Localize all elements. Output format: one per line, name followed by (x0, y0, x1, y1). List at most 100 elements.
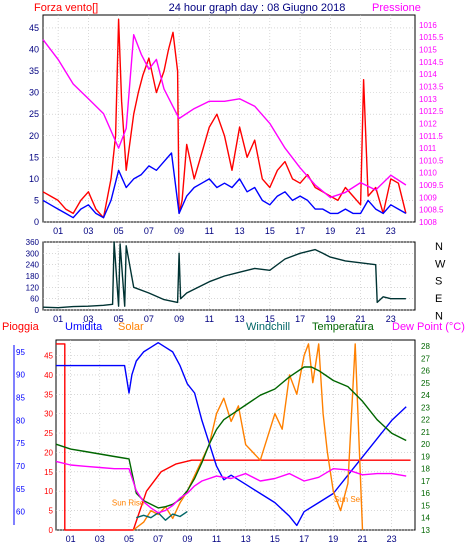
axis-labels-layer: 05101520253035404510081008.510091009.510… (13, 21, 446, 544)
bot-rain-tick-label: 40 (44, 371, 53, 380)
mid-x-tick-label: 11 (205, 314, 214, 324)
top-x-tick-label: 01 (53, 226, 63, 236)
bot-rain-tick-label: 45 (44, 352, 53, 361)
bot-dewpoint-line (55, 460, 407, 514)
bot-x-tick-label: 19 (328, 534, 338, 544)
mid-y-tick-label: 240 (26, 261, 40, 270)
compass-label: N (435, 310, 443, 322)
top-y-right-tick-label: 1016 (419, 21, 437, 30)
bot-temperature-line (55, 366, 407, 509)
legend-label: Dew Point (°C) (392, 321, 465, 333)
bot-temp-tick-label: 16 (421, 489, 430, 498)
mid-x-tick-label: 23 (386, 314, 396, 324)
mid-y-tick-label: 0 (35, 306, 40, 315)
top-x-tick-label: 05 (114, 226, 124, 236)
bot-humidity-tick-label: 75 (16, 439, 25, 448)
mid-x-tick-label: 21 (356, 314, 366, 324)
legend-label: Pioggia (2, 321, 40, 333)
bot-humidity-tick-label: 80 (16, 416, 25, 425)
top-y-left-tick-label: 30 (29, 88, 39, 98)
mid-x-tick-label: 07 (144, 314, 154, 324)
top-y-left-tick-label: 35 (29, 66, 39, 76)
legend-label: Temperatura (312, 321, 375, 333)
top-y-right-tick-label: 1015.5 (419, 33, 444, 42)
bot-temp-tick-label: 13 (421, 526, 430, 535)
bot-temp-tick-label: 18 (421, 465, 430, 474)
top-x-tick-label: 03 (83, 226, 93, 236)
bot-temp-tick-label: 21 (421, 428, 430, 437)
bot-temp-tick-label: 20 (421, 440, 430, 449)
bot-temp-tick-label: 26 (421, 367, 430, 376)
top-x-tick-label: 19 (325, 226, 335, 236)
bot-humidity-tick-label: 65 (16, 485, 25, 494)
bot-rain-line (56, 343, 411, 531)
bot-humidity-tick-label: 95 (16, 348, 25, 357)
bot-x-tick-label: 23 (387, 534, 397, 544)
bot-temp-tick-label: 19 (421, 452, 430, 461)
bot-rain-tick-label: 30 (44, 410, 53, 419)
bot-rain-tick-label: 25 (44, 429, 53, 438)
top-y-left-tick-label: 40 (29, 45, 39, 55)
bot-x-tick-label: 03 (95, 534, 105, 544)
top-y-right-tick-label: 1008 (419, 218, 437, 227)
bot-temp-tick-label: 24 (421, 391, 430, 400)
compass-label: S (435, 276, 442, 288)
legend-layer: Pioggia Umidita Solar Windchill Temperatura D… (2, 321, 465, 508)
top-y-left-tick-label: 5 (34, 195, 39, 205)
sun-rise-label: Sun Rise (112, 499, 145, 508)
top-x-tick-label: 09 (174, 226, 184, 236)
top-y-right-tick-label: 1009 (419, 193, 437, 202)
top-wind-line (42, 18, 407, 219)
top-y-right-tick-label: 1011 (419, 144, 437, 153)
top-y-right-tick-label: 1008.5 (419, 206, 444, 215)
top-y-left-tick-label: 15 (29, 152, 39, 162)
bot-temp-tick-label: 27 (421, 354, 430, 363)
top-x-tick-label: 17 (295, 226, 305, 236)
bot-x-tick-label: 07 (153, 534, 163, 544)
bot-temp-tick-label: 22 (421, 416, 430, 425)
mid-x-tick-label: 15 (265, 314, 275, 324)
bot-rain-tick-label: 15 (44, 468, 53, 477)
top-y-right-tick-label: 1013 (419, 95, 437, 104)
bot-temp-tick-label: 17 (421, 477, 430, 486)
bot-x-tick-label: 17 (299, 534, 309, 544)
top-panel-frame (42, 14, 416, 223)
top-x-tick-label: 13 (235, 226, 245, 236)
bot-x-tick-label: 01 (66, 534, 76, 544)
bot-temp-tick-label: 28 (421, 342, 430, 351)
mid-y-tick-label: 360 (26, 238, 40, 247)
bot-x-tick-label: 15 (270, 534, 280, 544)
bot-windchill-line (136, 511, 188, 521)
mid-x-tick-label: 13 (235, 314, 245, 324)
top-y-right-tick-label: 1010 (419, 169, 437, 178)
top-pressure-line (42, 34, 407, 199)
bot-temp-tick-label: 23 (421, 403, 430, 412)
top-y-right-tick-label: 1012.5 (419, 107, 444, 116)
bot-humidity-tick-label: 70 (16, 462, 25, 471)
mid-x-tick-label: 01 (53, 314, 63, 324)
pressure-axis-title: Pressione (372, 2, 421, 14)
compass-label: W (435, 258, 446, 270)
mid-direction-line (42, 241, 406, 309)
bot-rain-tick-label: 0 (49, 526, 54, 535)
series-layer (42, 18, 411, 531)
bot-x-tick-label: 13 (241, 534, 251, 544)
bot-solar-line (132, 343, 364, 531)
top-gust-line (42, 152, 407, 219)
top-y-left-tick-label: 25 (29, 109, 39, 119)
top-x-tick-label: 15 (265, 226, 275, 236)
bot-humidity-tick-label: 60 (16, 508, 25, 517)
bot-temp-tick-label: 25 (421, 379, 430, 388)
top-y-left-tick-label: 10 (29, 174, 39, 184)
mid-x-tick-label: 19 (325, 314, 335, 324)
bot-temp-tick-label: 15 (421, 501, 430, 510)
top-y-right-tick-label: 1010.5 (419, 156, 444, 165)
mid-y-tick-label: 300 (26, 249, 40, 258)
top-y-right-tick-label: 1014.5 (419, 58, 444, 67)
bot-rain-tick-label: 20 (44, 448, 53, 457)
bot-x-tick-label: 21 (357, 534, 367, 544)
legend-label: Solar (118, 321, 144, 333)
compass-label: E (435, 293, 442, 305)
wind-axis-title: Forza vento[] (34, 2, 98, 14)
